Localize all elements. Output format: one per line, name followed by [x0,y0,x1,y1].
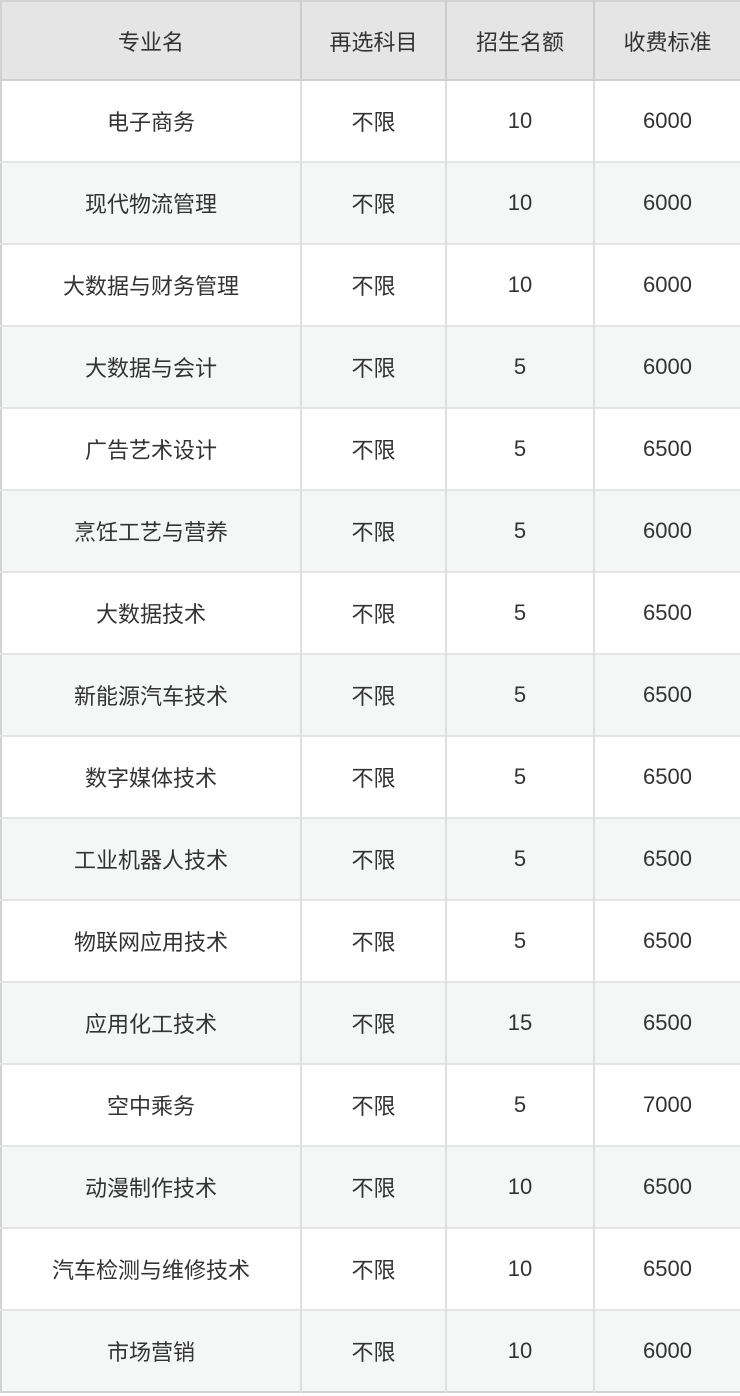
column-header-fee: 收费标准 [593,1,740,81]
table-row: 大数据技术 不限 5 6500 [1,571,740,654]
cell-major: 数字媒体技术 [1,735,301,818]
cell-fee: 6500 [593,981,740,1064]
cell-subjects: 不限 [300,653,446,736]
cell-major: 大数据技术 [1,571,301,654]
cell-major: 动漫制作技术 [1,1145,301,1228]
cell-quota: 10 [445,161,594,244]
table-row: 物联网应用技术 不限 5 6500 [1,899,740,982]
cell-quota: 5 [445,735,594,818]
cell-major: 工业机器人技术 [1,817,301,900]
cell-subjects: 不限 [300,1227,446,1310]
cell-fee: 7000 [593,1063,740,1146]
cell-fee: 6500 [593,735,740,818]
table-row: 新能源汽车技术 不限 5 6500 [1,653,740,736]
cell-subjects: 不限 [300,981,446,1064]
header-row: 专业名 再选科目 招生名额 收费标准 [1,1,740,81]
column-header-quota: 招生名额 [445,1,594,81]
table-row: 应用化工技术 不限 15 6500 [1,981,740,1064]
column-header-subjects: 再选科目 [300,1,446,81]
cell-quota: 5 [445,1063,594,1146]
cell-subjects: 不限 [300,407,446,490]
cell-subjects: 不限 [300,80,446,162]
table-row: 广告艺术设计 不限 5 6500 [1,407,740,490]
cell-fee: 6500 [593,817,740,900]
cell-quota: 5 [445,899,594,982]
cell-quota: 5 [445,407,594,490]
cell-fee: 6500 [593,407,740,490]
cell-subjects: 不限 [300,325,446,408]
cell-major: 新能源汽车技术 [1,653,301,736]
cell-fee: 6500 [593,571,740,654]
table-row: 动漫制作技术 不限 10 6500 [1,1145,740,1228]
cell-fee: 6500 [593,1145,740,1228]
table-row: 汽车检测与维修技术 不限 10 6500 [1,1227,740,1310]
table-row: 空中乘务 不限 5 7000 [1,1063,740,1146]
cell-subjects: 不限 [300,1063,446,1146]
cell-quota: 5 [445,817,594,900]
cell-major: 烹饪工艺与营养 [1,489,301,572]
cell-fee: 6000 [593,1309,740,1392]
cell-fee: 6500 [593,1227,740,1310]
cell-subjects: 不限 [300,1145,446,1228]
column-header-major: 专业名 [1,1,301,81]
cell-subjects: 不限 [300,489,446,572]
cell-major: 大数据与会计 [1,325,301,408]
cell-major: 物联网应用技术 [1,899,301,982]
cell-major: 空中乘务 [1,1063,301,1146]
cell-subjects: 不限 [300,161,446,244]
cell-subjects: 不限 [300,817,446,900]
cell-major: 汽车检测与维修技术 [1,1227,301,1310]
cell-fee: 6000 [593,80,740,162]
cell-major: 大数据与财务管理 [1,243,301,326]
cell-fee: 6000 [593,325,740,408]
cell-quota: 10 [445,1227,594,1310]
cell-quota: 5 [445,489,594,572]
table-row: 烹饪工艺与营养 不限 5 6000 [1,489,740,572]
cell-fee: 6500 [593,899,740,982]
cell-fee: 6000 [593,161,740,244]
cell-quota: 10 [445,1145,594,1228]
cell-major: 广告艺术设计 [1,407,301,490]
cell-subjects: 不限 [300,735,446,818]
table-row: 现代物流管理 不限 10 6000 [1,161,740,244]
cell-quota: 5 [445,653,594,736]
cell-quota: 10 [445,1309,594,1392]
cell-fee: 6000 [593,243,740,326]
table-row: 市场营销 不限 10 6000 [1,1309,740,1392]
cell-quota: 5 [445,571,594,654]
cell-quota: 15 [445,981,594,1064]
cell-quota: 10 [445,80,594,162]
cell-major: 应用化工技术 [1,981,301,1064]
table-row: 大数据与财务管理 不限 10 6000 [1,243,740,326]
cell-fee: 6500 [593,653,740,736]
cell-subjects: 不限 [300,571,446,654]
cell-major: 市场营销 [1,1309,301,1392]
table-row: 工业机器人技术 不限 5 6500 [1,817,740,900]
cell-subjects: 不限 [300,1309,446,1392]
cell-subjects: 不限 [300,243,446,326]
table-row: 电子商务 不限 10 6000 [1,80,740,162]
cell-quota: 10 [445,243,594,326]
table-row: 大数据与会计 不限 5 6000 [1,325,740,408]
cell-major: 电子商务 [1,80,301,162]
cell-fee: 6000 [593,489,740,572]
table-row: 数字媒体技术 不限 5 6500 [1,735,740,818]
cell-major: 现代物流管理 [1,161,301,244]
cell-quota: 5 [445,325,594,408]
cell-subjects: 不限 [300,899,446,982]
